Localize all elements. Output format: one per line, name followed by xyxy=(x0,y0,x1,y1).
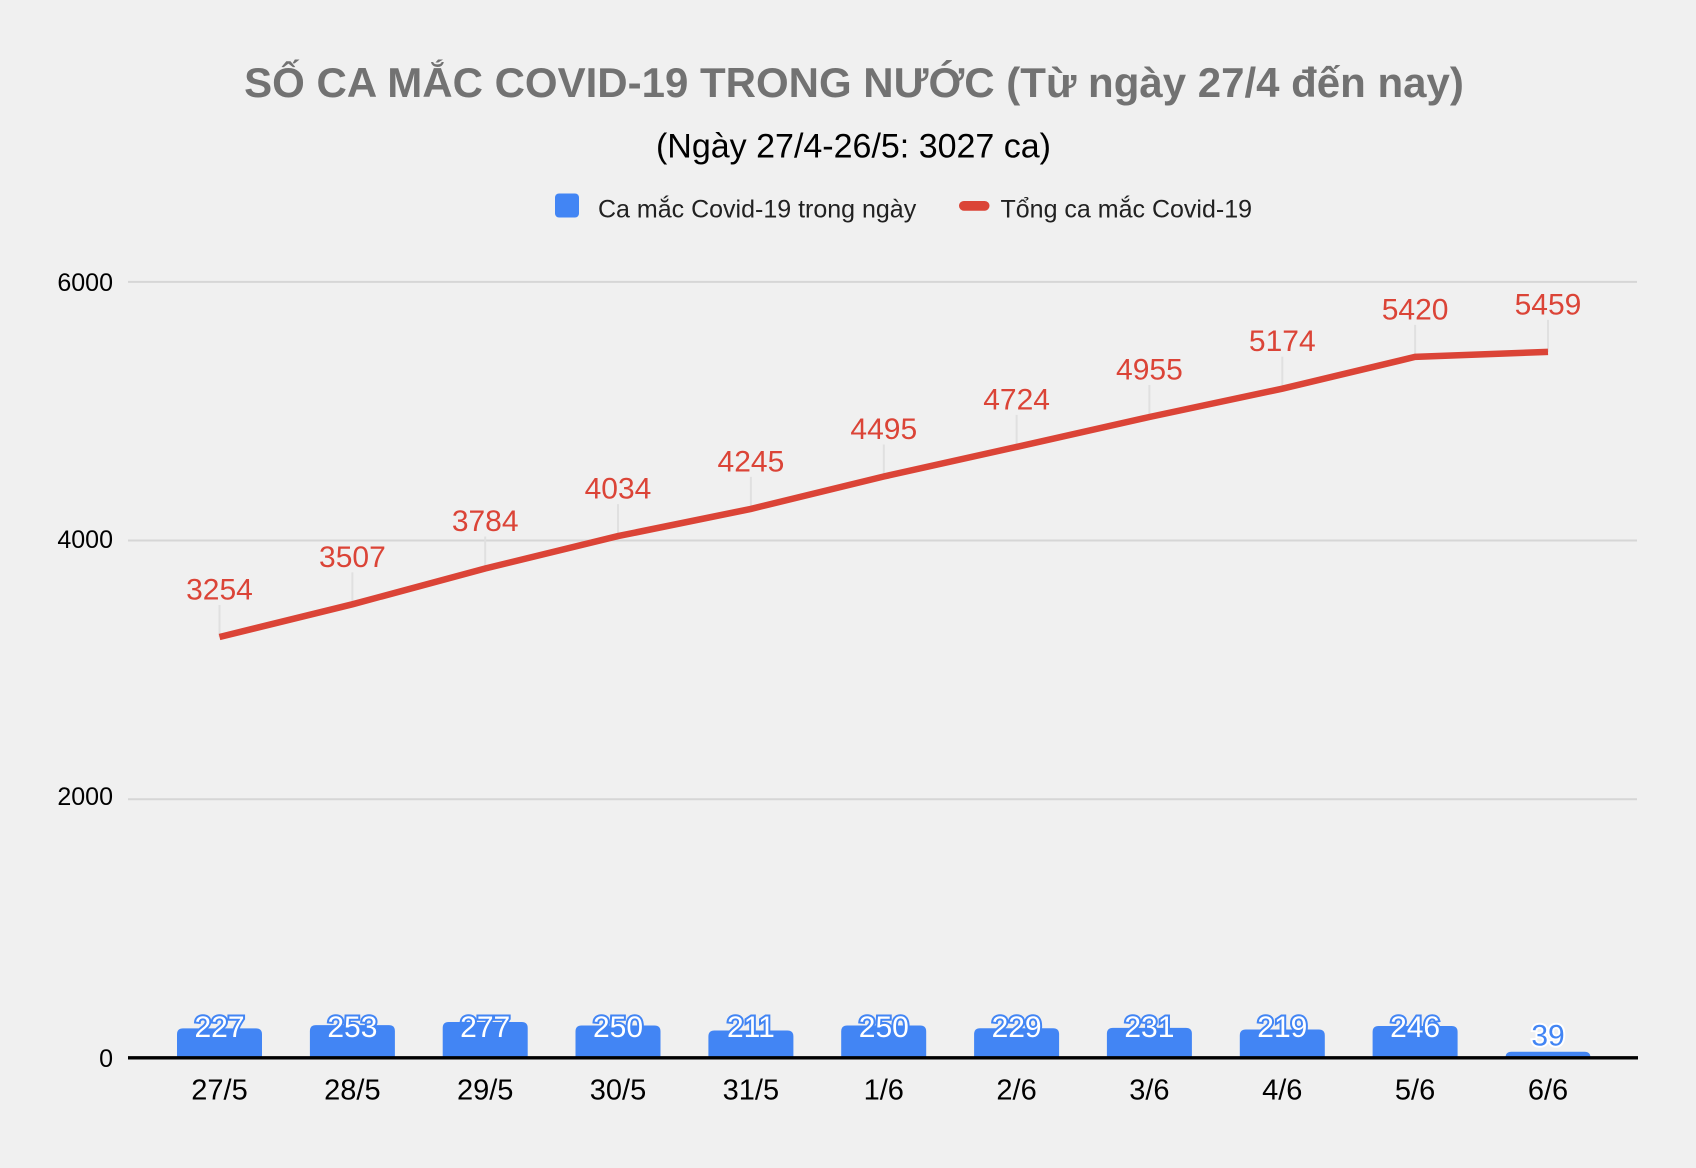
svg-text:227: 227 xyxy=(194,1011,244,1044)
svg-text:5174: 5174 xyxy=(1249,325,1316,358)
svg-text:4/6: 4/6 xyxy=(1262,1075,1302,1107)
svg-text:3254: 3254 xyxy=(186,574,253,607)
svg-text:2/6: 2/6 xyxy=(996,1075,1036,1107)
svg-text:29/5: 29/5 xyxy=(457,1075,513,1107)
svg-text:231: 231 xyxy=(1124,1011,1174,1044)
svg-text:253: 253 xyxy=(327,1011,377,1044)
svg-text:4000: 4000 xyxy=(57,526,113,554)
svg-text:6/6: 6/6 xyxy=(1528,1075,1568,1107)
svg-text:28/5: 28/5 xyxy=(324,1075,380,1107)
svg-text:4495: 4495 xyxy=(850,413,917,446)
svg-text:5/6: 5/6 xyxy=(1395,1075,1435,1107)
svg-text:211: 211 xyxy=(727,1011,775,1044)
svg-text:3/6: 3/6 xyxy=(1129,1075,1169,1107)
svg-text:277: 277 xyxy=(460,1011,510,1044)
svg-text:250: 250 xyxy=(859,1011,909,1044)
svg-text:2000: 2000 xyxy=(57,783,113,811)
svg-text:39: 39 xyxy=(1531,1019,1564,1052)
svg-text:30/5: 30/5 xyxy=(590,1075,646,1107)
svg-text:SỐ CA MẮC COVID-19 TRONG NƯỚC: SỐ CA MẮC COVID-19 TRONG NƯỚC (Từ ngày 2… xyxy=(244,58,1464,106)
svg-text:4034: 4034 xyxy=(585,473,652,506)
svg-text:Tổng ca mắc Covid-19: Tổng ca mắc Covid-19 xyxy=(1001,195,1253,224)
svg-text:246: 246 xyxy=(1390,1011,1440,1044)
svg-text:229: 229 xyxy=(992,1011,1042,1044)
svg-text:3507: 3507 xyxy=(319,541,386,574)
svg-text:250: 250 xyxy=(593,1011,643,1044)
svg-text:27/5: 27/5 xyxy=(191,1075,247,1107)
svg-text:5420: 5420 xyxy=(1382,293,1449,326)
svg-text:3784: 3784 xyxy=(452,505,519,538)
svg-text:219: 219 xyxy=(1257,1011,1307,1044)
svg-text:4245: 4245 xyxy=(718,445,785,478)
svg-text:Ca mắc Covid-19 trong ngày: Ca mắc Covid-19 trong ngày xyxy=(598,195,917,224)
svg-text:4724: 4724 xyxy=(983,383,1050,416)
svg-text:5459: 5459 xyxy=(1515,288,1582,321)
svg-text:(Ngày 27/4-26/5: 3027 ca): (Ngày 27/4-26/5: 3027 ca) xyxy=(656,128,1051,166)
svg-text:0: 0 xyxy=(99,1045,113,1073)
svg-text:31/5: 31/5 xyxy=(723,1075,779,1107)
svg-text:4955: 4955 xyxy=(1116,354,1183,387)
svg-text:1/6: 1/6 xyxy=(864,1075,904,1107)
svg-text:6000: 6000 xyxy=(57,269,113,297)
